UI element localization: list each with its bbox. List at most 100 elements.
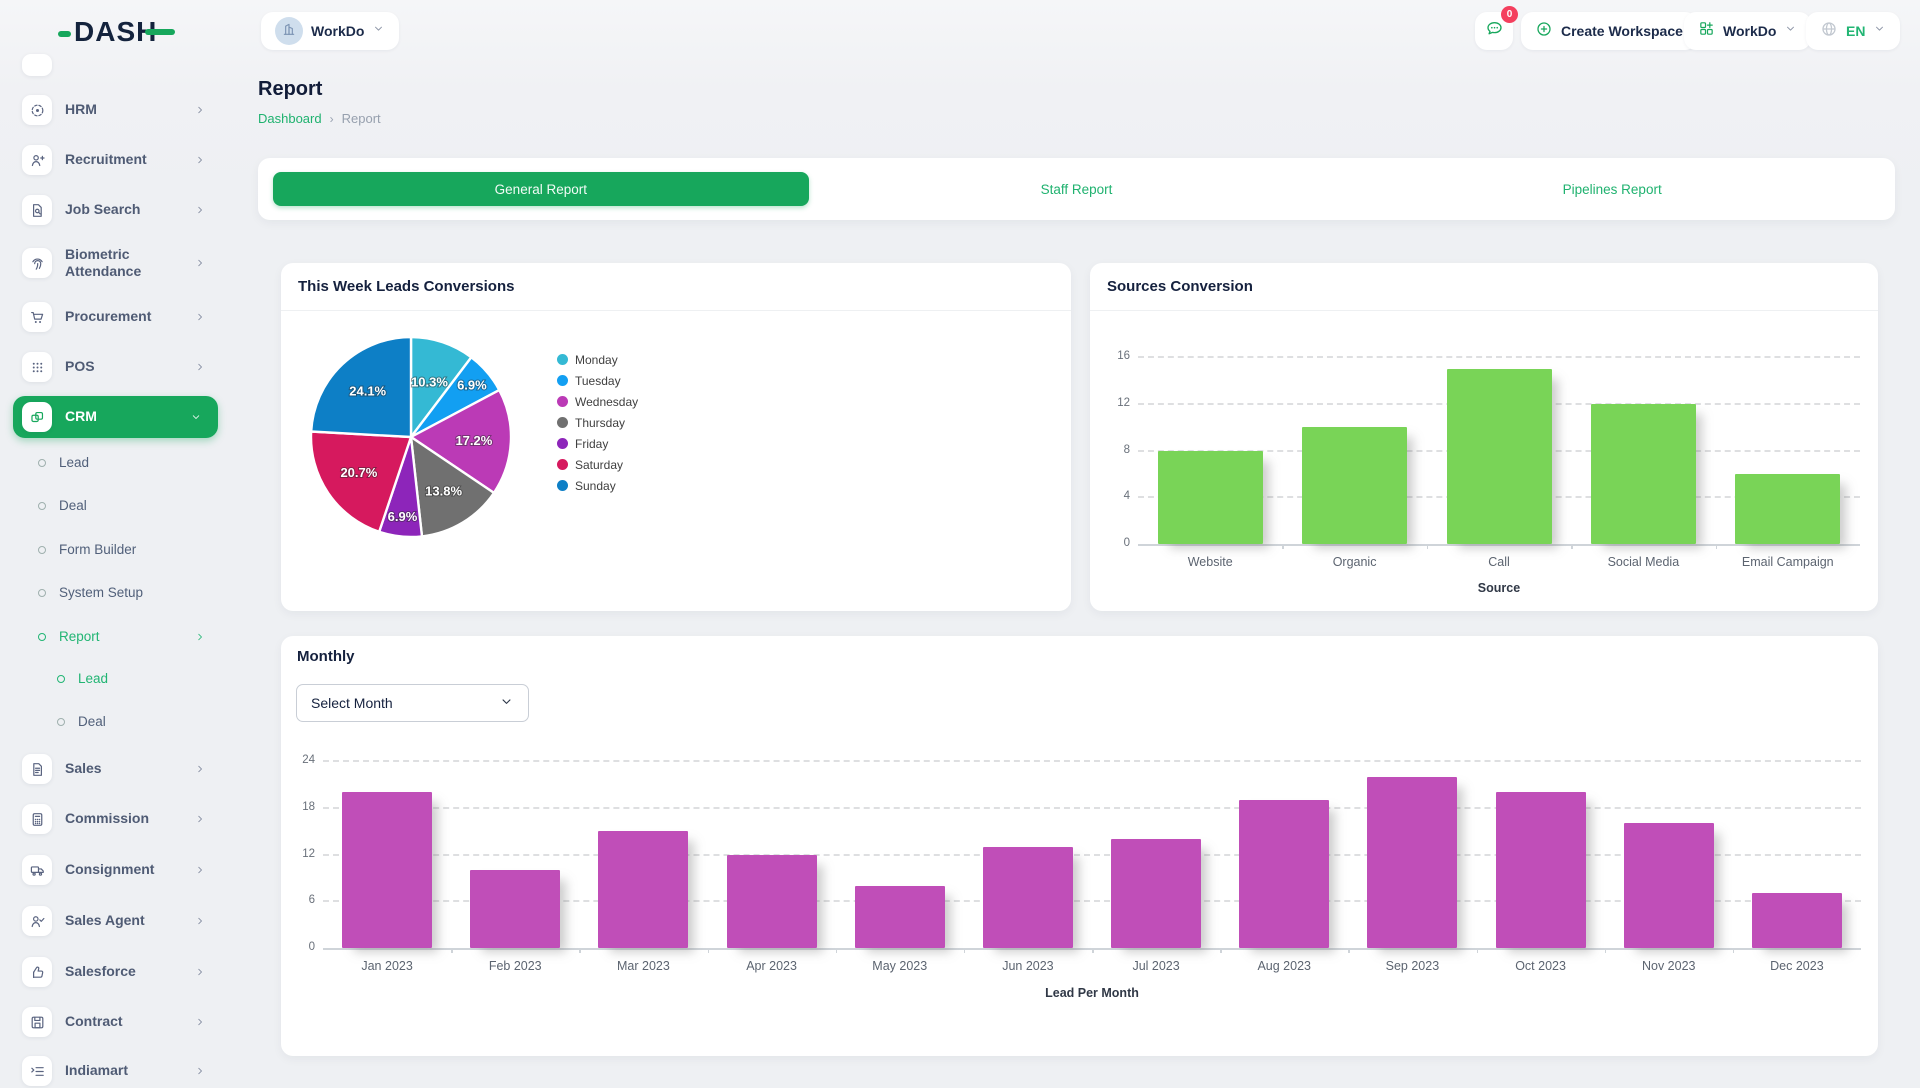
sidebar-item-label: HRM: [65, 101, 97, 118]
workspace-switcher-label: WorkDo: [1723, 23, 1777, 39]
x-axis-tick: [1604, 948, 1607, 953]
sidebar-item-report[interactable]: Report: [0, 620, 222, 654]
language-selector[interactable]: EN: [1806, 12, 1901, 50]
x-tick-label: Mar 2023: [617, 959, 670, 973]
sidebar-item-sales[interactable]: Sales: [0, 752, 222, 786]
sidebar-item-system-setup[interactable]: System Setup: [0, 576, 222, 610]
breadcrumb-dashboard-link[interactable]: Dashboard: [258, 111, 322, 126]
sidebar-item-pos[interactable]: POS: [0, 350, 222, 384]
hrm-scan-icon: [22, 95, 52, 125]
tab-general-report[interactable]: General Report: [273, 172, 809, 206]
logo-dash-accent-2: [145, 29, 176, 35]
x-axis-tick: [1426, 544, 1429, 549]
chevron-right-icon: [194, 763, 206, 775]
sidebar-item-label: Contract: [65, 1013, 123, 1030]
create-workspace-button[interactable]: Create Workspace: [1521, 12, 1697, 50]
sidebar-item-consignment[interactable]: Consignment: [0, 853, 222, 887]
bar-jul-2023: [1111, 838, 1202, 948]
sidebar-item-form-builder[interactable]: Form Builder: [0, 533, 222, 567]
x-axis-tick: [1715, 544, 1718, 549]
globe-icon: [1820, 20, 1838, 43]
sidebar-item-lead[interactable]: Lead: [0, 662, 222, 696]
legend-item-saturday: Saturday: [557, 454, 638, 475]
legend-dot-icon: [557, 375, 568, 386]
commission-calculator-icon: [22, 804, 52, 834]
sidebar-subitem-label: Report: [59, 628, 100, 644]
legend-label: Saturday: [575, 457, 624, 472]
sidebar-item-recruitment[interactable]: Recruitment: [0, 143, 222, 177]
sidebar-item-deal[interactable]: Deal: [0, 705, 222, 739]
sidebar-item-procurement[interactable]: Procurement: [0, 300, 222, 334]
messages-button[interactable]: 0: [1475, 6, 1518, 50]
chevron-right-icon: [194, 311, 206, 323]
legend-dot-icon: [557, 417, 568, 428]
workspace-chip[interactable]: WorkDo: [261, 12, 400, 50]
bar-apr-2023: [726, 854, 817, 948]
chevron-right-icon: [194, 631, 206, 643]
sidebar-item-deal[interactable]: Deal: [0, 489, 222, 523]
sidebar-item-label: Biometric Attendance: [65, 245, 142, 280]
legend-label: Thursday: [575, 415, 626, 430]
sidebar-item-hrm[interactable]: HRM: [0, 93, 222, 127]
legend-label: Wednesday: [575, 394, 639, 409]
chevron-right-icon: [194, 864, 206, 876]
sidebar-item-salesforce[interactable]: Salesforce: [0, 955, 222, 989]
x-axis-tick: [451, 948, 453, 953]
tab-staff-report[interactable]: Staff Report: [1040, 181, 1113, 197]
select-month-dropdown[interactable]: Select Month: [296, 684, 529, 722]
sidebar-item-label: Job Search: [65, 201, 141, 218]
grid-plus-icon: [1698, 20, 1715, 42]
sidebar-item-label: Sales Agent: [65, 912, 145, 929]
y-tick-label: 6: [308, 894, 315, 907]
breadcrumb-current: Report: [341, 111, 381, 126]
chevron-right-icon: [194, 915, 206, 927]
gridline: [1138, 356, 1860, 358]
sidebar-item-label: Salesforce: [65, 963, 136, 980]
sidebar-item-label: Commission: [65, 810, 150, 827]
tab-pipelines-report[interactable]: Pipelines Report: [1562, 181, 1662, 197]
pie-slice-thursday: [409, 435, 496, 538]
sidebar-item-sales-agent[interactable]: Sales Agent: [0, 904, 222, 938]
sidebar-item-job-search[interactable]: Job Search: [0, 193, 222, 227]
sidebar-item-label: CRM: [65, 408, 97, 425]
x-axis-tick: [1282, 544, 1284, 549]
chevron-down-icon: [190, 411, 202, 423]
chevron-down-icon: [372, 22, 385, 40]
sidebar-item-commission[interactable]: Commission: [0, 802, 222, 836]
sidebar-item-lead[interactable]: Lead: [0, 446, 222, 480]
sidebar-item-crm[interactable]: CRM: [13, 396, 218, 438]
legend-dot-icon: [557, 459, 568, 470]
pie-value-label: 10.3%: [411, 375, 448, 390]
sidebar-subitem-label: Lead: [59, 454, 90, 470]
legend-dot-icon: [557, 438, 568, 449]
logo[interactable]: DASH: [58, 16, 176, 48]
x-tick-label: Nov 2023: [1641, 959, 1696, 973]
sidebar-item-biometric-attendance[interactable]: Biometric Attendance: [0, 241, 222, 285]
pie-value-label: 20.7%: [340, 465, 377, 480]
y-tick-label: 24: [302, 754, 315, 766]
pie-slice-wednesday: [409, 388, 513, 495]
workspace-switcher[interactable]: WorkDo: [1684, 12, 1812, 50]
sidebar-item-contract[interactable]: Contract: [0, 1005, 222, 1039]
y-tick-label: 0: [1123, 537, 1130, 549]
sidebar-subitem-label: Lead: [78, 670, 109, 686]
x-tick-label: Apr 2023: [746, 959, 797, 973]
chevron-right-icon: [194, 813, 206, 825]
bar-oct-2023: [1495, 792, 1586, 948]
sources-conversion-card: Sources Conversion 16 12 8 4 0 Website Organic…: [1090, 263, 1878, 611]
biometric-fingerprint-icon: [22, 248, 52, 278]
y-tick-label: 16: [1117, 350, 1130, 362]
pie-value-label: 6.9%: [388, 509, 418, 524]
procurement-cart-icon: [22, 302, 52, 332]
bar-email-campaign: [1735, 473, 1841, 544]
x-tick-label: Sep 2023: [1385, 959, 1440, 973]
y-tick-label: 8: [1123, 443, 1130, 456]
sidebar-item-label: Procurement: [65, 308, 152, 325]
bullet-circle-icon: [57, 675, 65, 683]
legend-label: Sunday: [575, 478, 616, 493]
x-axis-tick: [963, 948, 966, 953]
sidebar-subitem-label: Form Builder: [59, 541, 137, 557]
bar-dec-2023: [1751, 893, 1842, 948]
sidebar-item-indiamart[interactable]: Indiamart: [0, 1054, 222, 1088]
